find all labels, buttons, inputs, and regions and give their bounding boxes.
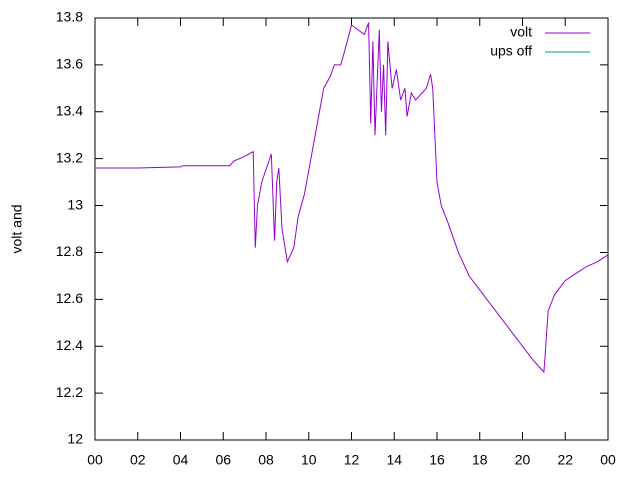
x-tick-label: 04 [173,452,189,468]
y-tick-label: 13 [67,196,83,212]
y-tick-label: 12.8 [56,243,83,259]
y-tick-label: 12.6 [56,290,83,306]
x-tick-label: 00 [87,452,103,468]
x-tick-label: 02 [130,452,146,468]
x-tick-label: 06 [215,452,231,468]
y-tick-label: 13.4 [56,102,83,118]
y-tick-label: 12.4 [56,337,83,353]
y-tick-label: 12.2 [56,384,83,400]
y-axis-label: volt and [9,204,25,253]
y-tick-label: 13.6 [56,56,83,72]
legend-label: ups off [490,43,532,59]
x-tick-label: 14 [386,452,402,468]
legend-label: volt [510,24,532,40]
x-tick-label: 00 [600,452,616,468]
x-tick-label: 16 [429,452,445,468]
x-tick-label: 20 [515,452,531,468]
x-tick-label: 22 [557,452,573,468]
x-tick-label: 08 [258,452,274,468]
x-tick-label: 12 [344,452,360,468]
y-tick-label: 13.8 [56,9,83,25]
x-tick-label: 18 [472,452,488,468]
x-tick-label: 10 [301,452,317,468]
y-tick-label: 12 [67,431,83,447]
series-line [95,22,609,374]
y-tick-label: 13.2 [56,149,83,165]
plot-frame [94,17,609,441]
